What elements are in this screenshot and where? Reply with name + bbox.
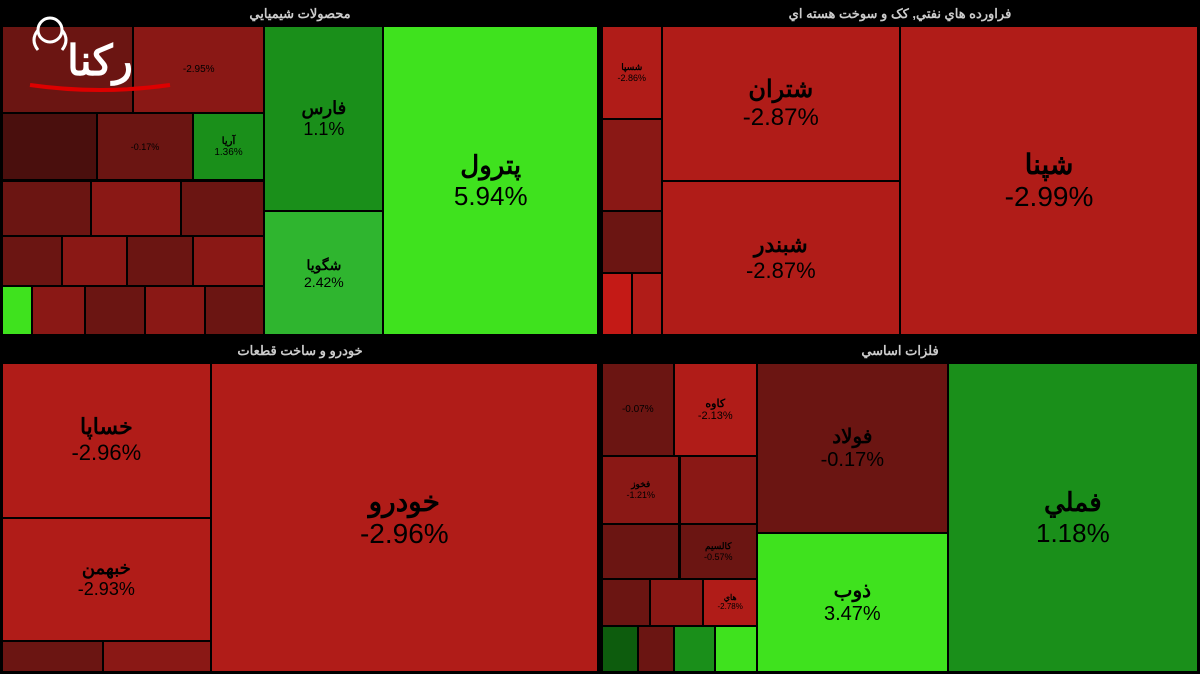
cell-percent: -0.17% <box>821 449 884 472</box>
sector-panel: خودرو و ساخت قطعاتخودرو-2.96%خساپا-2.96%… <box>2 339 598 672</box>
treemap-cell[interactable] <box>205 286 265 335</box>
cell-name: خبهمن <box>82 558 131 579</box>
treemap-cell[interactable] <box>2 113 97 181</box>
cell-name: فملي <box>1044 487 1102 518</box>
cell-percent: -2.87% <box>743 104 819 132</box>
treemap-cell[interactable] <box>650 579 704 625</box>
treemap-cell[interactable]: هاي‌-2.78% <box>703 579 757 625</box>
sector-title: خودرو و ساخت قطعات <box>2 339 598 363</box>
treemap-cell[interactable] <box>145 286 205 335</box>
treemap-cell[interactable] <box>638 626 674 672</box>
cell-name: شپنا <box>1025 148 1074 181</box>
treemap-cell[interactable]: شسپا-2.86% <box>602 26 662 119</box>
treemap-body: فملي1.18%فولاد-0.17%ذوب3.47%کاوه-2.13%-0… <box>602 363 1198 672</box>
treemap-cell[interactable] <box>103 641 210 672</box>
treemap-cell[interactable] <box>193 236 265 285</box>
cell-name: شتران <box>748 75 813 104</box>
treemap-cell[interactable]: -0.07% <box>602 363 674 456</box>
treemap-cell[interactable]: آريا1.36% <box>193 113 265 181</box>
treemap-cell[interactable]: خودرو-2.96% <box>211 363 598 672</box>
cell-percent: 3.47% <box>824 603 881 626</box>
cell-name: خودرو <box>369 485 440 518</box>
cell-percent: -0.57% <box>704 552 733 562</box>
cell-name: شگويا <box>306 257 341 274</box>
treemap-cell[interactable] <box>2 286 32 335</box>
treemap-cell[interactable]: شپنا-2.99% <box>900 26 1198 335</box>
cell-name: آريا <box>222 136 235 147</box>
treemap-cell[interactable] <box>680 456 757 524</box>
cell-name: کالسيم <box>705 541 732 552</box>
treemap-cell[interactable]: پترول5.94% <box>383 26 598 335</box>
cell-percent: -2.87% <box>746 258 816 284</box>
cell-name: شبندر <box>754 232 808 258</box>
treemap-cell[interactable] <box>674 626 716 672</box>
brand-logo: رکنا <box>10 10 190 100</box>
cell-name: فولاد <box>832 424 872 449</box>
cell-percent: -1.21% <box>626 490 655 500</box>
treemap-cell[interactable] <box>127 236 193 285</box>
cell-name: هاي‌ <box>724 593 737 602</box>
treemap-cell[interactable]: شبندر-2.87% <box>662 181 900 336</box>
cell-percent: 1.36% <box>214 147 242 158</box>
cell-name: کاوه <box>705 397 725 410</box>
treemap-body: شپنا-2.99%شتران-2.87%شبندر-2.87%شسپا-2.8… <box>602 26 1198 335</box>
treemap-cell[interactable]: خبهمن-2.93% <box>2 518 211 642</box>
cell-percent: -2.86% <box>618 73 647 83</box>
treemap-cell[interactable] <box>62 236 128 285</box>
treemap-cell[interactable]: فولاد-0.17% <box>757 363 948 533</box>
cell-percent: -2.93% <box>78 579 135 600</box>
treemap-cell[interactable] <box>602 626 638 672</box>
cell-percent: -2.96% <box>360 518 449 550</box>
cell-name: ذوب <box>834 578 871 603</box>
cell-percent: -0.17% <box>131 142 160 152</box>
cell-percent: -0.07% <box>622 404 654 415</box>
cell-percent: 5.94% <box>454 181 528 212</box>
cell-percent: 2.42% <box>304 274 344 290</box>
treemap-cell[interactable] <box>181 181 264 237</box>
cell-percent: 1.18% <box>1036 518 1110 549</box>
sector-title: فلزات اساسي <box>602 339 1198 363</box>
treemap-cell[interactable] <box>2 236 62 285</box>
treemap-cell[interactable] <box>715 626 757 672</box>
treemap-cell[interactable] <box>91 181 180 237</box>
treemap-cell[interactable]: شگويا2.42% <box>264 211 383 335</box>
treemap-cell[interactable] <box>2 641 103 672</box>
treemap-cell[interactable]: خساپا-2.96% <box>2 363 211 518</box>
treemap-cell[interactable] <box>602 579 650 625</box>
sector-panel: فراورده هاي نفتي, کک و سوخت هسته ايشپنا-… <box>602 2 1198 335</box>
cell-percent: 1.1% <box>303 119 344 140</box>
cell-percent: -2.99% <box>1005 181 1094 213</box>
treemap-cell[interactable] <box>85 286 145 335</box>
treemap-cell[interactable] <box>32 286 86 335</box>
treemap-cell[interactable] <box>602 211 662 273</box>
treemap-cell[interactable]: فملي1.18% <box>948 363 1198 672</box>
treemap-cell[interactable]: فارس1.1% <box>264 26 383 211</box>
cell-name: خساپا <box>80 414 133 440</box>
treemap-cell[interactable]: کاوه-2.13% <box>674 363 757 456</box>
cell-percent: -2.13% <box>698 410 733 422</box>
sector-panel: فلزات اساسيفملي1.18%فولاد-0.17%ذوب3.47%ک… <box>602 339 1198 672</box>
cell-percent: -2.78% <box>717 602 742 611</box>
treemap-body: خودرو-2.96%خساپا-2.96%خبهمن-2.93% <box>2 363 598 672</box>
sector-title: فراورده هاي نفتي, کک و سوخت هسته اي <box>602 2 1198 26</box>
treemap-cell[interactable] <box>602 273 632 335</box>
logo-text: رکنا <box>67 39 133 86</box>
cell-percent: -2.96% <box>71 440 141 466</box>
cell-name: فارس <box>301 98 346 119</box>
treemap-cell[interactable]: فخوز-1.21% <box>602 456 679 524</box>
treemap-cell[interactable]: -0.17% <box>97 113 192 181</box>
treemap-cell[interactable] <box>632 273 662 335</box>
treemap-cell[interactable]: شتران-2.87% <box>662 26 900 181</box>
treemap-cell[interactable] <box>2 181 91 237</box>
treemap-cell[interactable]: کالسيم-0.57% <box>680 524 757 580</box>
treemap-cell[interactable]: ذوب3.47% <box>757 533 948 672</box>
treemap-cell[interactable] <box>602 119 662 212</box>
cell-name: فخوز <box>631 479 650 490</box>
cell-name: شسپا <box>621 62 642 73</box>
treemap-cell[interactable] <box>602 524 679 580</box>
cell-name: پترول <box>460 150 521 181</box>
